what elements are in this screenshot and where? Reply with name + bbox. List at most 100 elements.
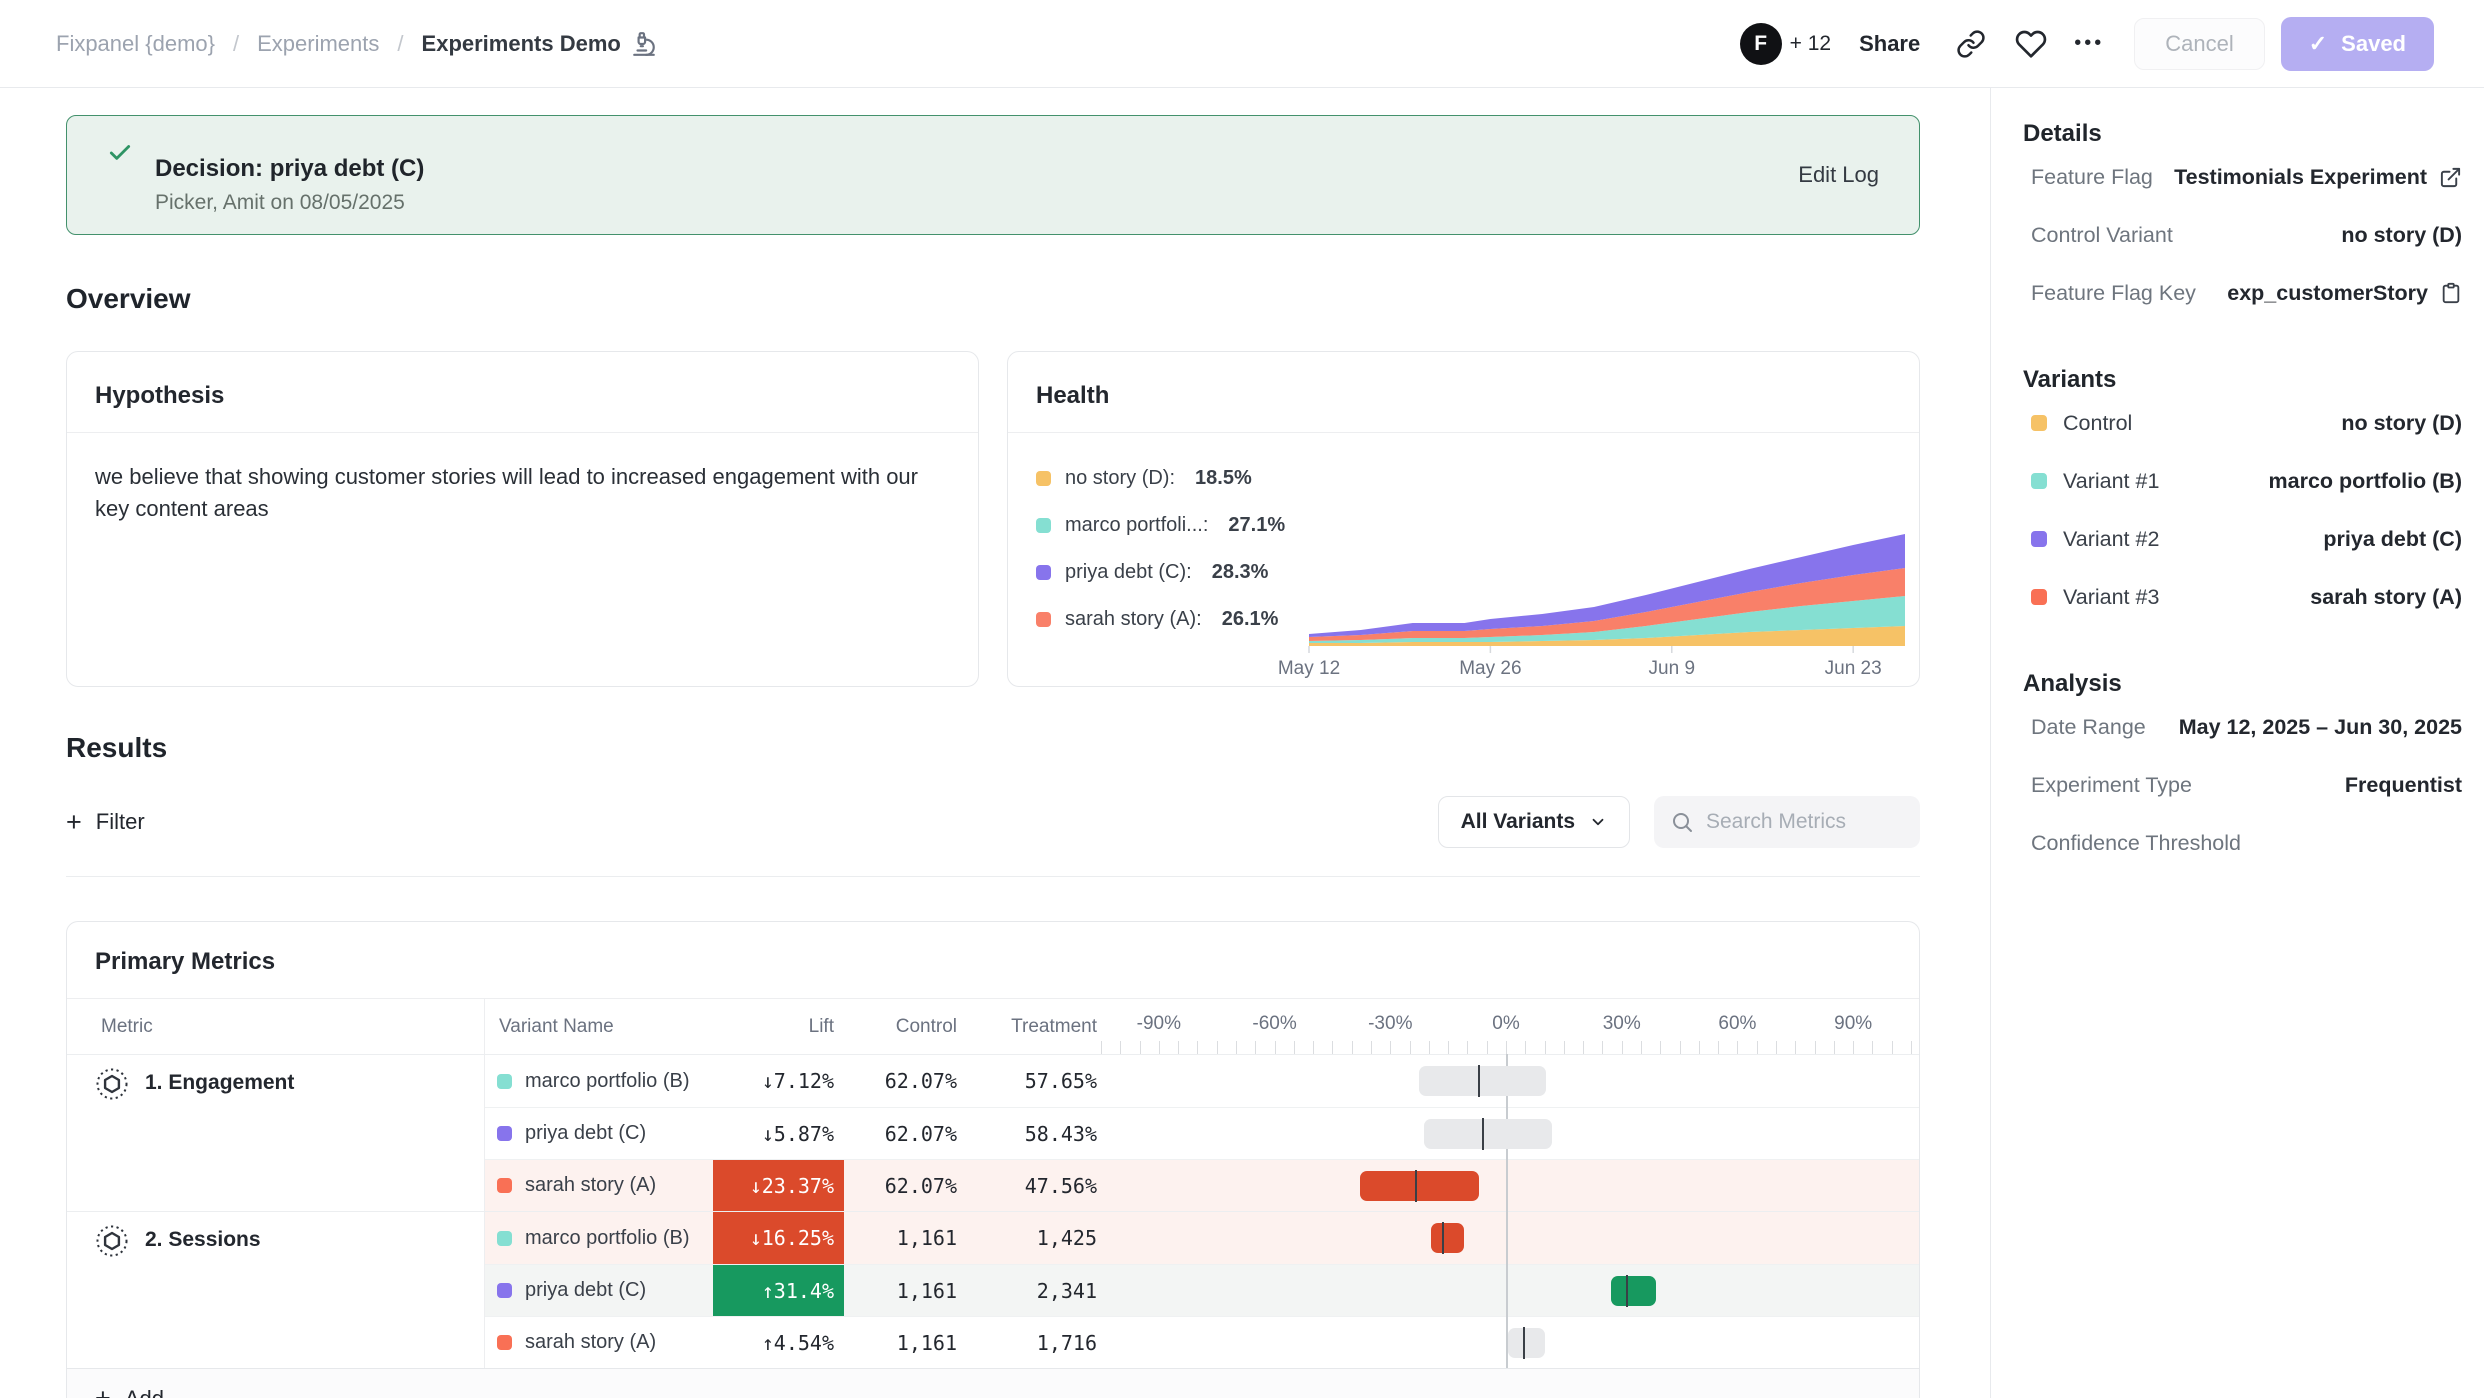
hypothesis-title: Hypothesis xyxy=(67,352,978,433)
svg-text:May 12: May 12 xyxy=(1278,658,1340,679)
table-header: Metric Variant Name Lift Control Treatme… xyxy=(67,999,1919,1054)
clipboard-icon[interactable] xyxy=(2440,282,2462,304)
lift-value: ↓23.37% xyxy=(713,1160,844,1211)
confidence-interval-bar xyxy=(1611,1276,1656,1306)
add-metric-button[interactable]: + Add xyxy=(67,1368,1919,1398)
feature-flag-row: Feature Flag Testimonials Experiment xyxy=(2023,148,2462,206)
lift-value: ↑31.4% xyxy=(713,1265,844,1316)
treatment-value: 57.65% xyxy=(969,1069,1101,1093)
metric-label: 1. Engagement xyxy=(145,1067,294,1099)
metric-goal-icon xyxy=(95,1067,129,1101)
col-header-control: Control xyxy=(844,1016,969,1038)
variant-swatch xyxy=(497,1178,512,1193)
collaborators-count[interactable]: + 12 xyxy=(1790,32,1831,56)
treatment-value: 58.43% xyxy=(969,1122,1101,1146)
share-button[interactable]: Share xyxy=(1859,31,1920,57)
variant-swatch xyxy=(497,1283,512,1298)
confidence-interval-bar xyxy=(1419,1066,1546,1096)
axis-tick-label: -30% xyxy=(1368,1013,1412,1035)
variant-swatch xyxy=(497,1335,512,1350)
lift-value: ↑4.54% xyxy=(713,1317,844,1368)
control-value: 62.07% xyxy=(844,1174,969,1198)
lift-mean-marker xyxy=(1415,1170,1417,1202)
treatment-value: 1,716 xyxy=(969,1331,1101,1355)
feature-flag-key-row: Feature Flag Key exp_customerStory xyxy=(2023,264,2462,322)
variant-swatch xyxy=(2031,589,2047,605)
breadcrumb-current: Experiments Demo xyxy=(422,31,657,57)
col-header-metric: Metric xyxy=(67,999,485,1054)
check-icon: ✓ xyxy=(2309,31,2327,57)
variant-row: Variant #2 priya debt (C) xyxy=(2023,510,2462,568)
table-row[interactable]: marco portfolio (B) ↓7.12% 62.07% 57.65% xyxy=(485,1055,1919,1107)
decision-check-icon xyxy=(107,140,133,166)
breadcrumb-separator: / xyxy=(233,31,239,57)
legend-item: marco portfoli...:27.1% xyxy=(1036,514,1304,537)
favorite-heart-icon[interactable] xyxy=(2014,27,2048,61)
legend-swatch xyxy=(1036,612,1051,627)
confidence-interval-bar xyxy=(1360,1171,1479,1201)
external-link-icon[interactable] xyxy=(2439,166,2462,189)
axis-tick-label: 90% xyxy=(1834,1013,1872,1035)
cancel-button[interactable]: Cancel xyxy=(2134,18,2264,70)
metric-cell-engagement[interactable]: 1. Engagement xyxy=(67,1055,485,1211)
axis-tick-label: 30% xyxy=(1603,1013,1641,1035)
breadcrumb-experiments[interactable]: Experiments xyxy=(257,31,379,57)
plus-icon: + xyxy=(66,809,82,836)
variants-heading: Variants xyxy=(2023,366,2462,394)
add-filter-button[interactable]: + Filter xyxy=(66,809,145,836)
table-row[interactable]: sarah story (A) ↓23.37% 62.07% 47.56% xyxy=(485,1159,1919,1211)
decision-subtitle: Picker, Amit on 08/05/2025 xyxy=(155,191,424,215)
table-row[interactable]: priya debt (C) ↓5.87% 62.07% 58.43% xyxy=(485,1107,1919,1159)
avatar[interactable]: F xyxy=(1740,23,1782,65)
edit-log-button[interactable]: Edit Log xyxy=(1798,162,1879,188)
lift-axis-header: -90%-60%-30%0%30%60%90% xyxy=(1101,999,1911,1054)
saved-button[interactable]: ✓ Saved xyxy=(2281,17,2434,71)
link-icon[interactable] xyxy=(1954,27,1988,61)
variant-swatch xyxy=(2031,473,2047,489)
axis-tick-label: -90% xyxy=(1137,1013,1181,1035)
legend-item: sarah story (A):26.1% xyxy=(1036,608,1304,631)
metric-group: 2. Sessions marco portfolio (B) ↓16.25% … xyxy=(67,1211,1919,1368)
search-metrics-input[interactable] xyxy=(1706,810,1896,834)
breadcrumb: Fixpanel {demo} / Experiments / Experime… xyxy=(56,31,657,57)
table-row[interactable]: marco portfolio (B) ↓16.25% 1,161 1,425 xyxy=(485,1212,1919,1264)
microscope-icon xyxy=(631,31,657,57)
search-icon xyxy=(1670,810,1694,834)
metric-goal-icon xyxy=(95,1224,129,1258)
more-options-icon[interactable]: ••• xyxy=(2074,32,2104,55)
variant-swatch xyxy=(497,1231,512,1246)
confidence-interval-bar xyxy=(1424,1119,1552,1149)
control-value: 1,161 xyxy=(844,1331,969,1355)
metric-group: 1. Engagement marco portfolio (B) ↓7.12%… xyxy=(67,1054,1919,1211)
lift-value: ↓7.12% xyxy=(713,1055,844,1107)
variant-swatch xyxy=(497,1126,512,1141)
lift-mean-marker xyxy=(1523,1327,1525,1359)
variant-swatch xyxy=(2031,531,2047,547)
hypothesis-body: we believe that showing customer stories… xyxy=(67,433,947,553)
variant-row: Control no story (D) xyxy=(2023,394,2462,452)
control-variant-row: Control Variant no story (D) xyxy=(2023,206,2462,264)
primary-metrics-title: Primary Metrics xyxy=(67,922,1919,999)
axis-tick-label: 0% xyxy=(1492,1013,1519,1035)
health-title: Health xyxy=(1008,352,1919,433)
table-row[interactable]: priya debt (C) ↑31.4% 1,161 2,341 xyxy=(485,1264,1919,1316)
legend-swatch xyxy=(1036,471,1051,486)
control-value: 62.07% xyxy=(844,1122,969,1146)
decision-title: Decision: priya debt (C) xyxy=(155,155,424,183)
table-row[interactable]: sarah story (A) ↑4.54% 1,161 1,716 xyxy=(485,1316,1919,1368)
feature-flag-link[interactable]: Testimonials Experiment xyxy=(2174,165,2462,190)
variants-filter-dropdown[interactable]: All Variants xyxy=(1438,796,1630,848)
lift-value: ↓16.25% xyxy=(713,1212,844,1264)
feature-flag-key-value: exp_customerStory xyxy=(2227,281,2428,306)
confidence-interval-bar xyxy=(1431,1223,1464,1253)
variant-row: Variant #3 sarah story (A) xyxy=(2023,568,2462,626)
metric-cell-sessions[interactable]: 2. Sessions xyxy=(67,1212,485,1368)
control-variant-value: no story (D) xyxy=(2341,223,2462,248)
date-range-row: Date Range May 12, 2025 – Jun 30, 2025 xyxy=(2023,698,2462,756)
chevron-down-icon xyxy=(1589,813,1607,831)
lift-mean-marker xyxy=(1478,1065,1480,1097)
svg-text:Jun 9: Jun 9 xyxy=(1649,658,1695,679)
control-value: 1,161 xyxy=(844,1226,969,1250)
breadcrumb-project[interactable]: Fixpanel {demo} xyxy=(56,31,215,57)
metric-label: 2. Sessions xyxy=(145,1224,261,1256)
